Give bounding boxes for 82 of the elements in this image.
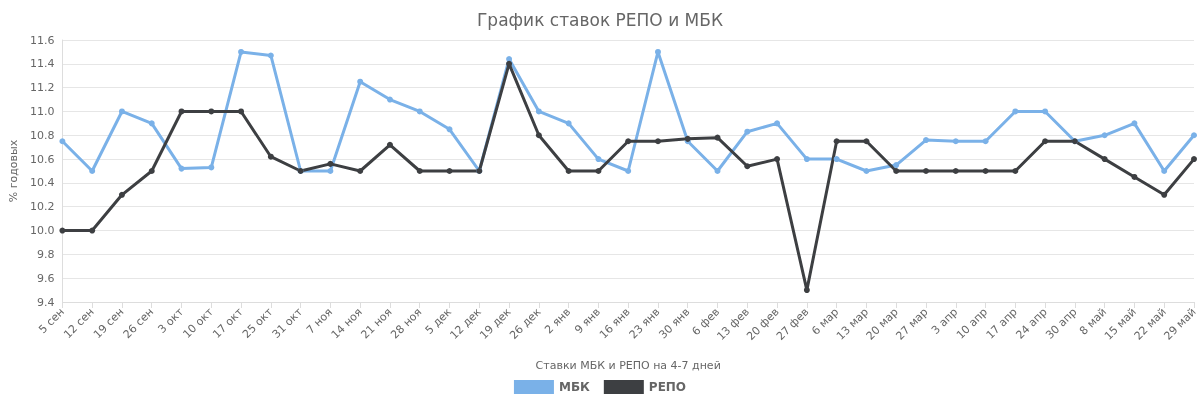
x-axis-title: Ставки МБК и РЕПО на 4-7 дней bbox=[535, 359, 721, 372]
point bbox=[654, 138, 661, 145]
y-tick-label: 11.2 bbox=[29, 81, 55, 95]
point bbox=[148, 120, 155, 127]
point bbox=[357, 168, 364, 174]
point bbox=[178, 165, 185, 172]
point bbox=[148, 168, 155, 174]
point bbox=[238, 108, 245, 115]
point bbox=[118, 108, 125, 115]
point bbox=[833, 138, 840, 145]
point bbox=[654, 48, 661, 55]
point bbox=[1101, 132, 1108, 139]
point bbox=[863, 138, 870, 145]
chart-title: График ставок РЕПО и МБК bbox=[476, 9, 724, 30]
y-tick-label: 11.0 bbox=[29, 104, 55, 118]
point bbox=[267, 153, 274, 160]
point bbox=[863, 168, 870, 174]
point bbox=[416, 108, 423, 115]
point bbox=[833, 156, 840, 163]
y-tick-label: 10.2 bbox=[29, 200, 55, 214]
legend-label: МБК bbox=[558, 380, 591, 394]
point bbox=[1042, 108, 1049, 115]
point bbox=[416, 168, 423, 174]
point bbox=[744, 163, 751, 170]
y-tick-label: 10.0 bbox=[29, 224, 55, 238]
point bbox=[625, 138, 632, 145]
point bbox=[357, 78, 364, 85]
point bbox=[1161, 191, 1168, 198]
point bbox=[327, 168, 334, 174]
point bbox=[982, 138, 989, 145]
point bbox=[922, 168, 929, 174]
point bbox=[952, 138, 959, 145]
point bbox=[803, 156, 810, 163]
point bbox=[1161, 168, 1168, 174]
point bbox=[803, 287, 810, 294]
point bbox=[535, 132, 542, 139]
y-tick-label: 10.8 bbox=[29, 128, 55, 142]
point bbox=[89, 227, 96, 234]
point bbox=[446, 168, 453, 174]
point bbox=[952, 168, 959, 174]
y-tick-label: 10.6 bbox=[29, 152, 55, 166]
point bbox=[595, 168, 602, 174]
x-tick-label: 2 янв bbox=[542, 305, 574, 337]
point bbox=[982, 168, 989, 174]
point bbox=[774, 120, 781, 127]
y-tick-label: 11.4 bbox=[29, 57, 55, 71]
point bbox=[1012, 168, 1019, 174]
point bbox=[625, 168, 632, 174]
point bbox=[238, 48, 245, 55]
point bbox=[744, 128, 751, 135]
point bbox=[386, 96, 393, 103]
point bbox=[922, 137, 929, 144]
point bbox=[178, 108, 185, 115]
y-tick-label: 9.6 bbox=[36, 271, 55, 285]
point bbox=[774, 156, 781, 163]
point bbox=[267, 52, 274, 59]
point bbox=[59, 138, 66, 145]
y-tick-label: 9.4 bbox=[36, 295, 55, 309]
point bbox=[327, 160, 334, 167]
y-tick-label: 11.6 bbox=[29, 33, 55, 47]
point bbox=[893, 162, 900, 169]
point bbox=[89, 168, 96, 174]
legend-label: РЕПО bbox=[648, 380, 687, 394]
point bbox=[1101, 156, 1108, 163]
point bbox=[595, 156, 602, 163]
point bbox=[1131, 120, 1138, 127]
point bbox=[59, 227, 66, 234]
point bbox=[1191, 132, 1197, 139]
point bbox=[1191, 156, 1197, 163]
point bbox=[1131, 173, 1138, 180]
point bbox=[506, 60, 513, 67]
point bbox=[386, 141, 393, 148]
point bbox=[118, 191, 125, 198]
point bbox=[1042, 138, 1049, 145]
point bbox=[565, 120, 572, 127]
point bbox=[893, 168, 900, 174]
point bbox=[535, 108, 542, 115]
point bbox=[714, 168, 721, 174]
point bbox=[565, 168, 572, 174]
y-axis-title: % годовых bbox=[7, 139, 20, 203]
y-tick-label: 9.8 bbox=[36, 247, 55, 261]
y-tick-label: 10.4 bbox=[29, 176, 55, 190]
